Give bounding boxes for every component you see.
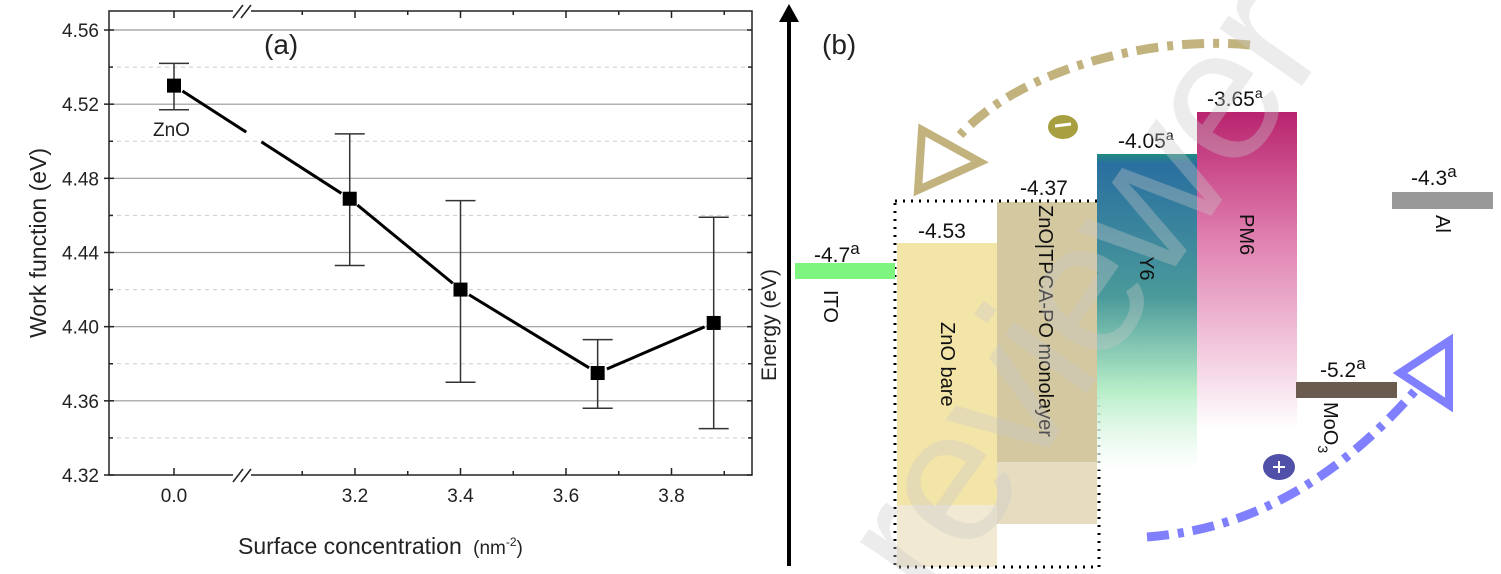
y6-bar	[1097, 154, 1197, 470]
x-tick-label: 3.8	[658, 486, 684, 507]
series-line-segment	[468, 293, 590, 370]
electron-symbol-icon	[1048, 115, 1078, 139]
moo3-level	[1296, 382, 1397, 398]
moo3-name-text: MoO	[1319, 402, 1341, 445]
hole-symbol-icon	[1263, 454, 1295, 480]
pm6-value-text: -3.65	[1207, 88, 1255, 111]
electron-transfer-arrow	[956, 38, 1251, 139]
x-axis: 0.0 3.2 3.4 3.6 3.8	[161, 11, 725, 507]
pm6-value: -3.65a	[1207, 85, 1263, 111]
y-tick-label: 4.36	[62, 392, 99, 413]
x-axis-unit: (nm	[473, 538, 506, 559]
zno-tpca-name: ZnO|TPCA-PO monolayer	[1034, 205, 1056, 437]
ito-name: ITO	[819, 290, 841, 323]
y-axis-title: Work function (eV)	[25, 148, 51, 338]
y-tick-label: 4.44	[62, 244, 99, 265]
zno-tpca-value: -4.37	[1020, 177, 1068, 200]
moo3-name: MoO3	[1315, 402, 1341, 453]
data-point	[453, 282, 468, 297]
y6-value-text: -4.05	[1118, 130, 1166, 153]
al-value: -4.3a	[1411, 162, 1457, 190]
al-value-sup: a	[1447, 162, 1457, 181]
y6-name: Y6	[1135, 256, 1157, 280]
y6-value: -4.05a	[1118, 127, 1174, 153]
pm6-value-sup: a	[1255, 85, 1263, 101]
y-tick-label: 4.52	[62, 95, 99, 116]
hole-arrowhead-icon	[1392, 333, 1453, 413]
series-line-segment	[606, 325, 706, 371]
series-line-segment	[181, 89, 248, 134]
series-line-segment	[356, 203, 454, 285]
y6-value-sup: a	[1166, 127, 1174, 143]
x-axis-title-text: Surface concentration	[238, 533, 462, 559]
y-tick-label: 4.32	[62, 466, 99, 487]
moo3-value-sup: a	[1356, 354, 1366, 373]
x-tick-label: 3.4	[447, 486, 474, 507]
work-function-chart: 4.32 4.36 4.40 4.44 4.48 4.52 4.56 0.0 3.2 3.4 3.…	[25, 4, 753, 559]
energy-level-diagram: Energy (eV) (b) -4.7a -4.53 -4.37 -4.05a…	[758, 0, 1493, 574]
x-axis-unit-sup: -2	[506, 535, 517, 549]
hole-transfer-arrow	[1146, 382, 1424, 542]
data-point	[590, 366, 605, 381]
al-level	[1392, 192, 1493, 209]
energy-axis-arrowhead	[779, 4, 799, 22]
ito-value-sup: a	[850, 239, 860, 258]
data-point	[167, 78, 181, 93]
dotted-highlight-box	[893, 199, 1101, 569]
gridlines	[109, 29, 752, 439]
zno-bare-bar-faded	[897, 505, 997, 567]
zno-bare-bar	[897, 243, 997, 505]
annotation-zno: ZnO	[153, 120, 190, 141]
energy-axis-title: Energy (eV)	[758, 269, 781, 381]
x-tick-label: 3.2	[342, 486, 368, 507]
y-tick-label: 4.40	[62, 318, 99, 339]
plot-frame	[108, 10, 753, 476]
zno-tpca-bar	[997, 202, 1097, 462]
series-line-segment	[260, 140, 343, 195]
electron-arrowhead-icon	[913, 123, 989, 197]
zno-tpca-bar-faded	[997, 462, 1097, 524]
axis-break-top	[232, 4, 252, 19]
y-tick-label: 4.56	[62, 21, 99, 42]
axis-break-bottom	[232, 468, 252, 483]
al-name: Al	[1431, 215, 1453, 233]
x-axis-title: Surface concentration (nm-2)	[238, 533, 523, 559]
data-point	[342, 191, 357, 206]
moo3-value: -5.2a	[1320, 354, 1366, 382]
x-tick-label: 0.0	[161, 486, 187, 507]
pm6-name: PM6	[1235, 214, 1257, 255]
data-series	[159, 62, 729, 430]
ito-value: -4.7a	[814, 239, 860, 267]
moo3-value-text: -5.2	[1320, 359, 1356, 382]
y-axis: 4.32 4.36 4.40 4.44 4.48 4.52 4.56	[62, 21, 752, 487]
ito-value-text: -4.7	[814, 244, 850, 267]
panel-label-a: (a)	[264, 29, 298, 60]
zno-bare-value: -4.53	[918, 220, 966, 243]
moo3-name-sub: 3	[1315, 445, 1331, 453]
x-tick-label: 3.6	[553, 486, 579, 507]
al-value-text: -4.3	[1411, 167, 1447, 190]
y-tick-label: 4.48	[62, 169, 99, 190]
pm6-bar	[1197, 112, 1297, 430]
ito-level	[795, 263, 895, 279]
panel-label-b: (b)	[822, 29, 856, 60]
data-point	[706, 315, 721, 330]
x-axis-unit-close: )	[517, 538, 523, 559]
zno-bare-name: ZnO bare	[936, 322, 958, 406]
